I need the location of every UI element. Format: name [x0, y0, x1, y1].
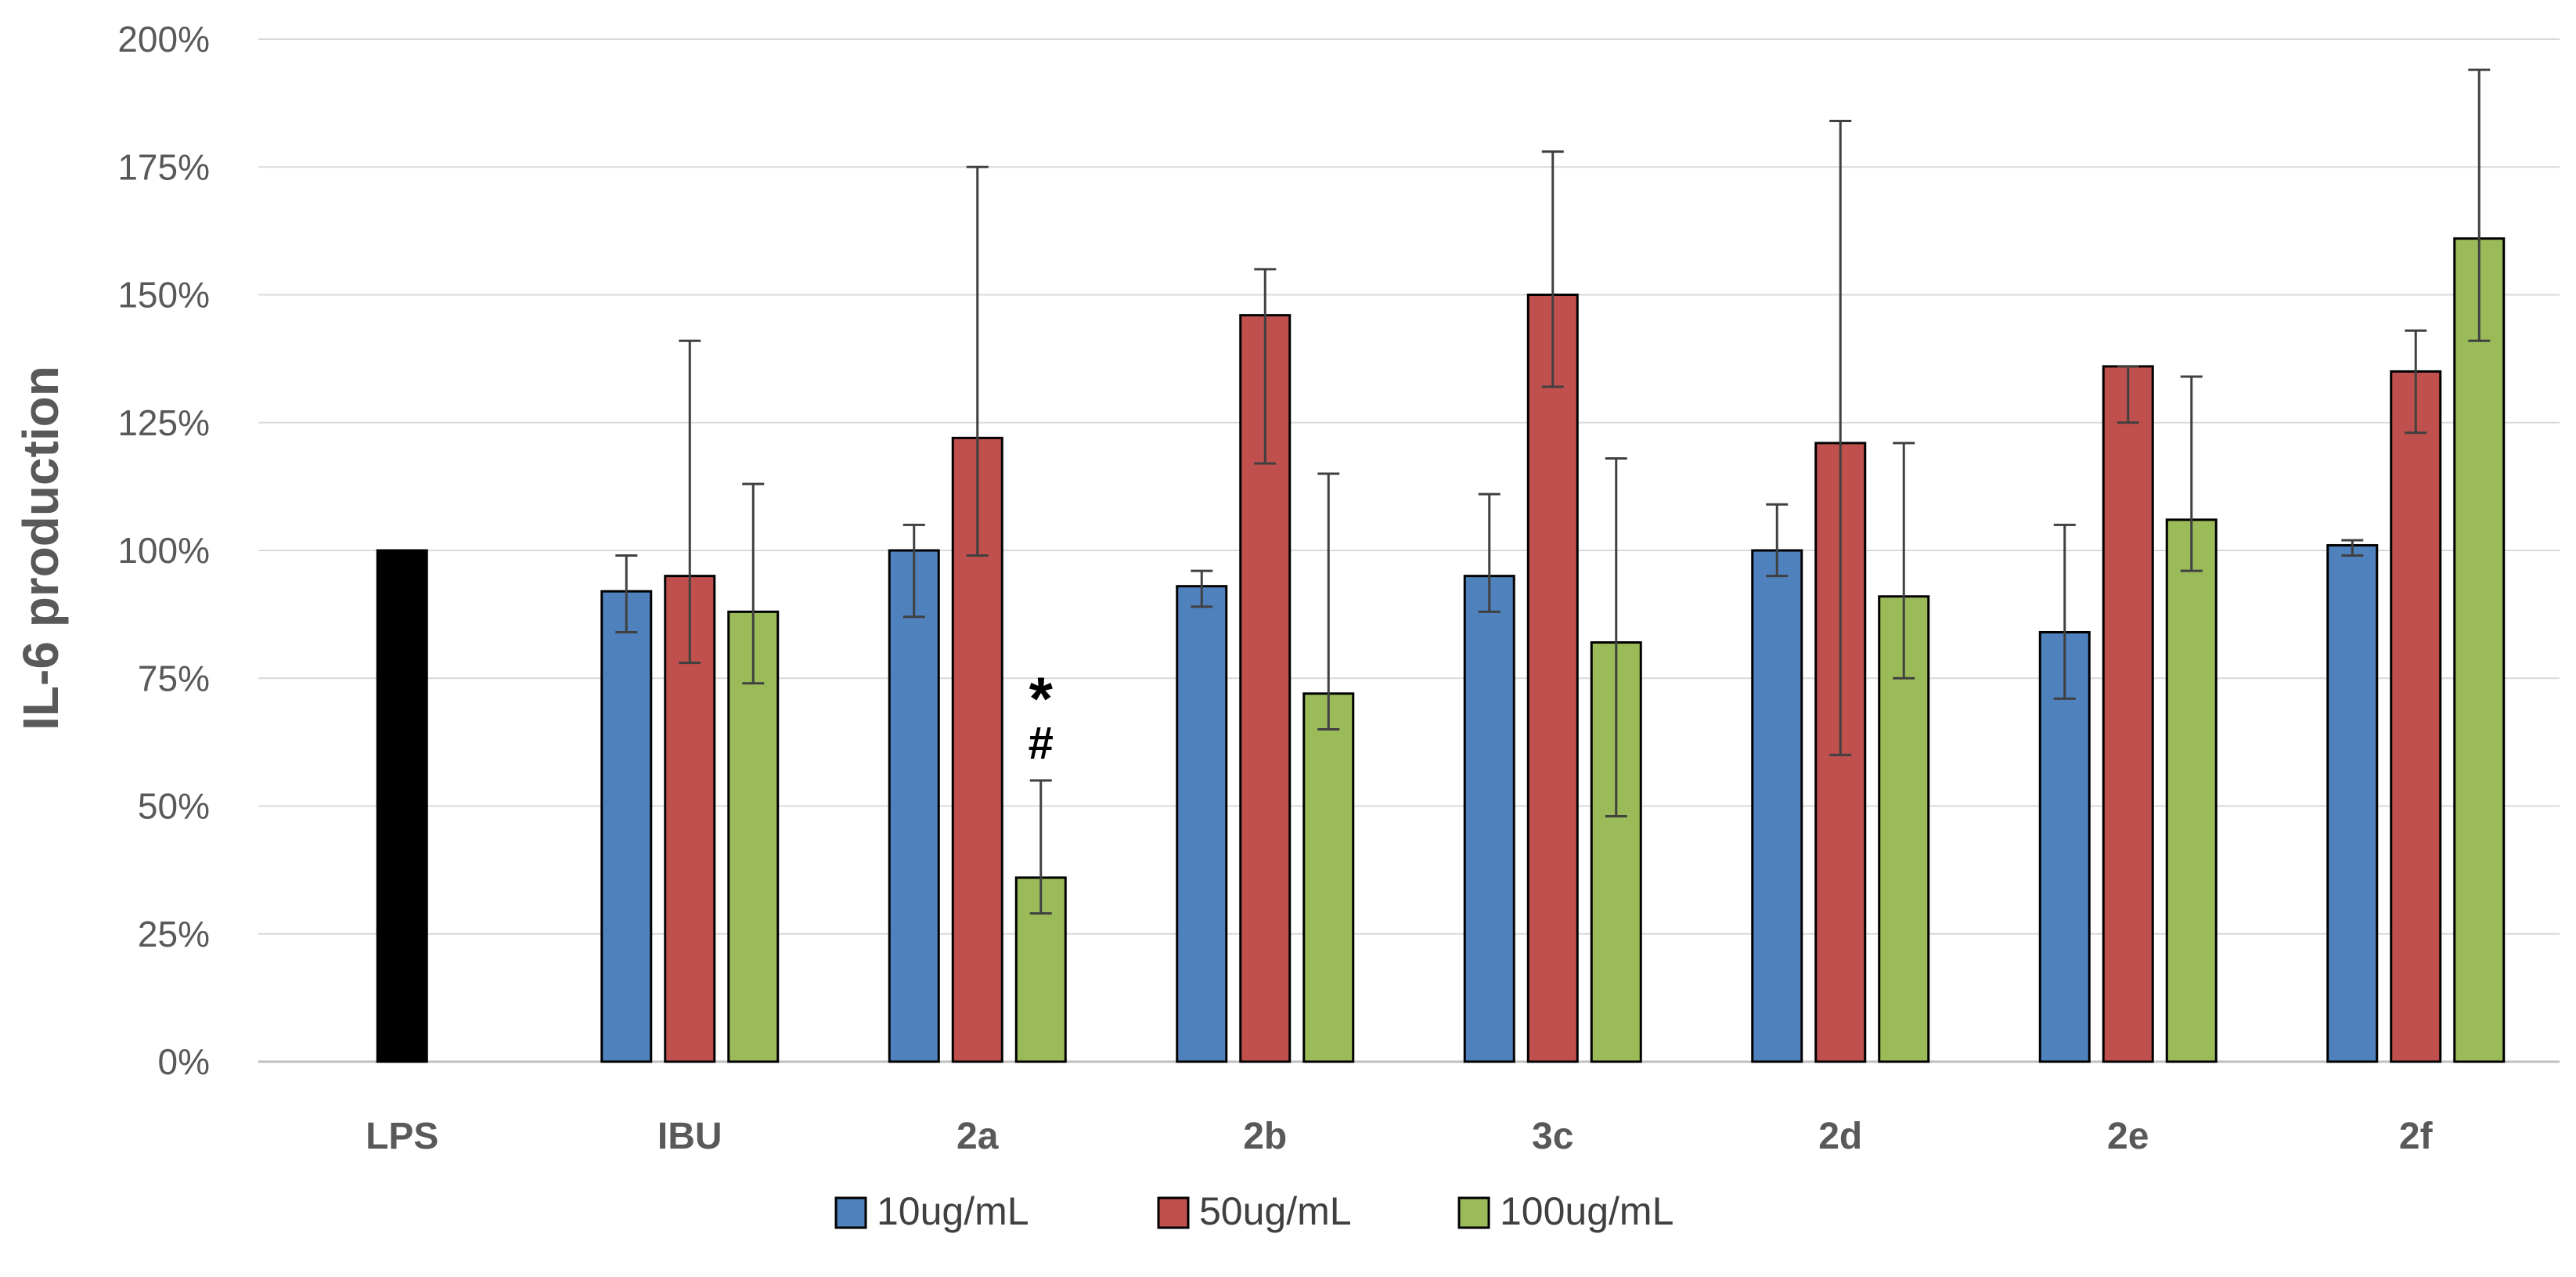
legend-label: 50ug/mL [1199, 1189, 1352, 1233]
x-tick-label: 2d [1818, 1116, 1862, 1157]
bar-2e-10ug/mL [2038, 630, 2091, 1063]
legend-label: 10ug/mL [877, 1189, 1029, 1233]
y-axis-label: IL-6 production [13, 366, 69, 730]
x-tick-label: IBU [658, 1116, 722, 1157]
bars [376, 237, 2506, 1063]
annotations: *# [1029, 664, 1054, 769]
y-tick-label: 125% [117, 402, 210, 443]
error-bars [615, 68, 2491, 915]
y-tick-label: 100% [117, 530, 210, 571]
bar-2f-10ug/mL [2326, 543, 2379, 1063]
x-tick-label: 2e [2107, 1116, 2149, 1157]
bar-3c-50ug/mL [1526, 294, 1579, 1063]
y-tick-label: 175% [117, 146, 210, 187]
legend: 10ug/mL 50ug/mL 100ug/mL [834, 1189, 1673, 1233]
bar-2b-100ug/mL [1302, 692, 1355, 1063]
bar-2f-100ug/mL [2453, 237, 2506, 1063]
bar-IBU-10ug/mL [600, 590, 653, 1063]
y-tick-label: 50% [138, 786, 210, 827]
bar-2d-10ug/mL [1751, 549, 1803, 1063]
legend-swatch [834, 1196, 867, 1229]
bar-3c-10ug/mL [1463, 575, 1515, 1063]
significance-star: * [1029, 664, 1054, 733]
significance-hash: # [1029, 718, 1054, 769]
y-tick-label: 200% [117, 19, 210, 60]
x-axis-ticks: LPS IBU 2a 2b 3c 2d 2e 2f [366, 1116, 2434, 1157]
x-tick-label: 2b [1243, 1116, 1287, 1157]
x-tick-label: 2a [957, 1116, 999, 1157]
legend-swatch [1157, 1196, 1190, 1229]
x-tick-label: 3c [1532, 1116, 1573, 1157]
bar-control-lps [376, 549, 428, 1063]
y-tick-label: 150% [117, 275, 210, 316]
y-tick-label: 0% [158, 1041, 210, 1082]
bar-2a-10ug/mL [888, 549, 940, 1063]
x-tick-label: 2f [2399, 1116, 2434, 1157]
bar-2f-50ug/mL [2390, 370, 2442, 1063]
legend-swatch [1457, 1196, 1490, 1229]
bar-2e-100ug/mL [2165, 518, 2218, 1063]
bar-IBU-100ug/mL [727, 610, 780, 1063]
y-tick-label: 25% [138, 914, 210, 954]
legend-label: 100ug/mL [1500, 1189, 1673, 1233]
bar-2e-50ug/mL [2102, 365, 2154, 1063]
bar-3c-100ug/mL [1590, 641, 1642, 1063]
y-axis-ticks: 0% 25% 50% 75% 100% 125% 150% 175% 200% [117, 19, 210, 1082]
y-tick-label: 75% [138, 658, 210, 698]
x-tick-label: LPS [366, 1116, 438, 1157]
bar-2b-10ug/mL [1176, 585, 1228, 1063]
